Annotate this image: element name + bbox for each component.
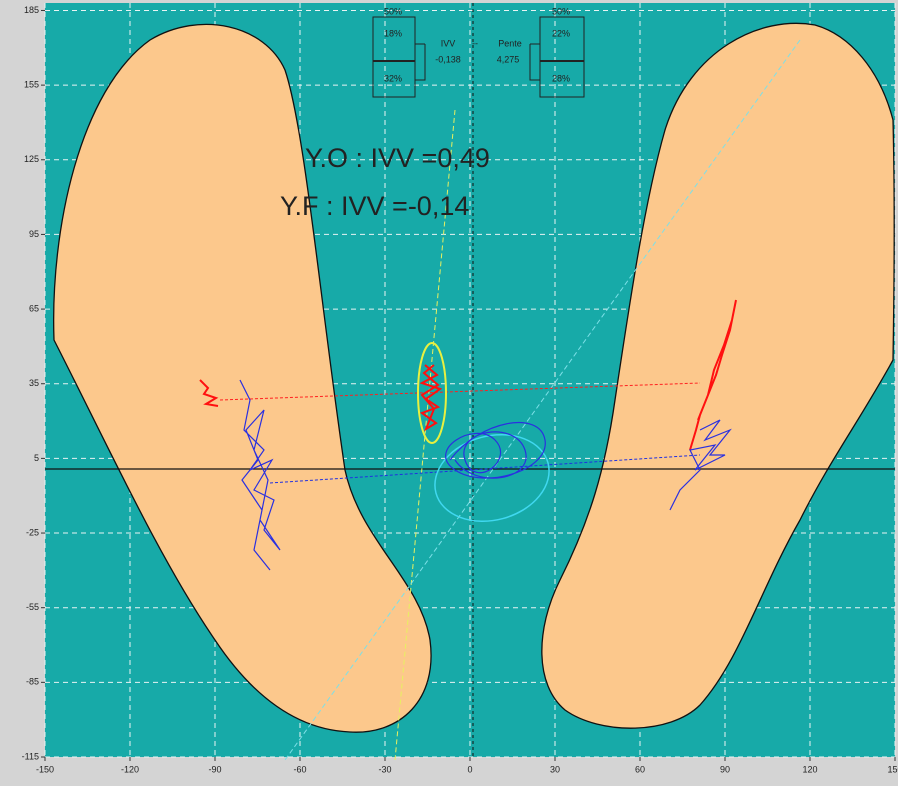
y-tick-label: -115	[22, 751, 39, 761]
box-label: 18%	[384, 28, 402, 38]
ivv-value: -0,138	[435, 54, 461, 64]
y-tick-label: 95	[29, 229, 39, 239]
box-label: 28%	[552, 73, 570, 83]
x-tick-label: 30	[550, 764, 560, 774]
y-tick-label: 65	[29, 303, 39, 313]
x-tick-label: -30	[378, 764, 391, 774]
box-label: 22%	[552, 28, 570, 38]
x-tick-label: 60	[635, 764, 645, 774]
y-tick-label: 5	[34, 453, 39, 463]
annotation: Y.O : IVV =0,49	[305, 143, 490, 173]
chart: 50% 18% 32% 50% 22% 28% IVV -- Pente -0,…	[0, 0, 898, 781]
x-tick-label: -150	[36, 764, 54, 774]
y-tick-label: 185	[24, 5, 39, 15]
box-label: 50%	[552, 6, 570, 16]
y-tick-label: 35	[29, 378, 39, 388]
y-tick-label: -55	[26, 602, 39, 612]
pente-value: 4,275	[497, 54, 520, 64]
y-tick-label: -25	[26, 527, 39, 537]
y-tick-label: 155	[24, 79, 39, 89]
y-tick-label: -85	[26, 677, 39, 687]
x-tick-label: 150	[887, 764, 898, 774]
x-tick-label: 120	[802, 764, 817, 774]
box-label: 50%	[384, 6, 402, 16]
x-tick-label: 90	[720, 764, 730, 774]
annotation: Y.F : IVV =-0,14	[280, 191, 469, 221]
x-tick-label: -120	[121, 764, 139, 774]
y-tick-label: 125	[24, 154, 39, 164]
box-label: 32%	[384, 73, 402, 83]
separator: --	[472, 38, 478, 48]
x-tick-label: -60	[293, 764, 306, 774]
ivv-label: IVV	[441, 38, 456, 48]
x-tick-label: 0	[467, 764, 472, 774]
x-tick-label: -90	[208, 764, 221, 774]
page: 50% 18% 32% 50% 22% 28% IVV -- Pente -0,…	[0, 0, 898, 781]
pente-label: Pente	[498, 38, 522, 48]
